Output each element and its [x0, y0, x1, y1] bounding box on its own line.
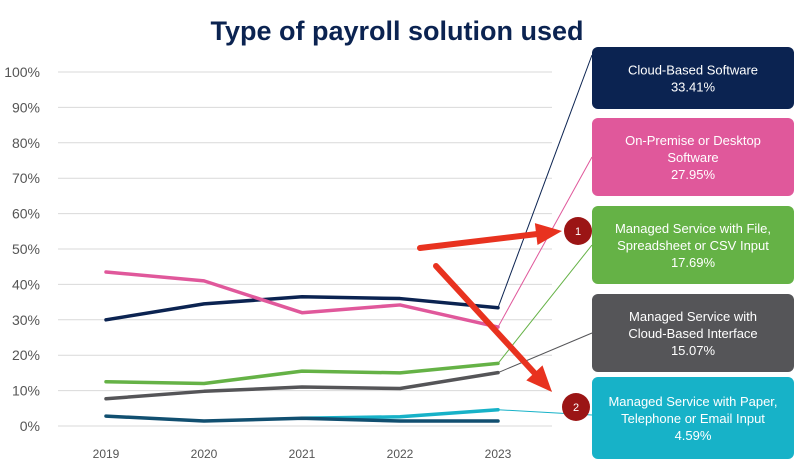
y-tick-label: 10% [12, 383, 40, 399]
annotation-number: 1 [575, 226, 581, 238]
y-tick-label: 60% [12, 206, 40, 222]
leader-line [497, 332, 593, 374]
annotation-marker [564, 217, 592, 245]
annotation-arrow-shaft [433, 263, 538, 376]
leader-line [497, 54, 593, 308]
series-callouts: Cloud-Based Software 33.41% On-Premise or … [592, 47, 794, 459]
callout-label: 17.69% [671, 255, 716, 270]
series-line [300, 408, 500, 420]
callout-label: Cloud-Based Software [628, 63, 758, 78]
callout-box [592, 206, 794, 284]
callout-label: On-Premise or Desktop [625, 133, 761, 148]
x-tick-label: 2022 [387, 447, 414, 461]
annotation-number: 2 [573, 402, 579, 414]
x-tick-label: 2020 [191, 447, 218, 461]
y-tick-label: 0% [20, 418, 40, 434]
callout-box [592, 118, 794, 196]
callout-label: 33.41% [671, 80, 716, 95]
y-tick-label: 40% [12, 276, 40, 292]
y-tick-label: 90% [12, 99, 40, 115]
callout-box [592, 377, 794, 459]
callout-label: Software [667, 150, 718, 165]
callout-label: Spreadsheet or CSV Input [617, 238, 769, 253]
callout-label: 4.59% [675, 428, 712, 443]
y-tick-label: 50% [12, 241, 40, 257]
series-lines [104, 270, 500, 423]
callout-leader-lines [497, 54, 593, 416]
callout-label: Telephone or Email Input [621, 411, 765, 426]
leader-line [497, 244, 593, 364]
series-line [104, 414, 500, 423]
callout-box [592, 47, 794, 109]
y-tick-label: 70% [12, 170, 40, 186]
callout-box [592, 294, 794, 372]
y-tick-label: 20% [12, 347, 40, 363]
chart-title: Type of payroll solution used [210, 16, 583, 46]
series-line [104, 295, 500, 322]
gridlines [58, 71, 552, 427]
series-line [104, 370, 500, 401]
callout-label: 15.07% [671, 343, 716, 358]
x-tick-label: 2019 [93, 447, 120, 461]
series-line [104, 270, 500, 329]
y-tick-label: 80% [12, 135, 40, 151]
annotation-marker [562, 393, 590, 421]
y-tick-label: 30% [12, 312, 40, 328]
callout-label: 27.95% [671, 167, 716, 182]
annotation-arrow-head [526, 365, 552, 392]
x-tick-label: 2021 [289, 447, 316, 461]
y-axis-ticks: 0% 10% 20% 30% 40% 50% 60% 70% 80% 90% 100% [4, 64, 40, 434]
annotation-arrow-shaft [417, 231, 540, 251]
y-tick-label: 100% [4, 64, 40, 80]
callout-label: Cloud-Based Interface [628, 326, 757, 341]
callout-label: Managed Service with File, [615, 221, 771, 236]
annotation-arrows: 12 [417, 217, 592, 421]
series-line [104, 361, 500, 386]
callout-label: Managed Service with [629, 309, 757, 324]
leader-line [497, 156, 593, 328]
callout-label: Managed Service with Paper, [608, 394, 777, 409]
x-axis-ticks: 2019 2020 2021 2022 2023 [93, 447, 512, 461]
annotation-arrow-head [534, 223, 562, 246]
x-tick-label: 2023 [485, 447, 512, 461]
